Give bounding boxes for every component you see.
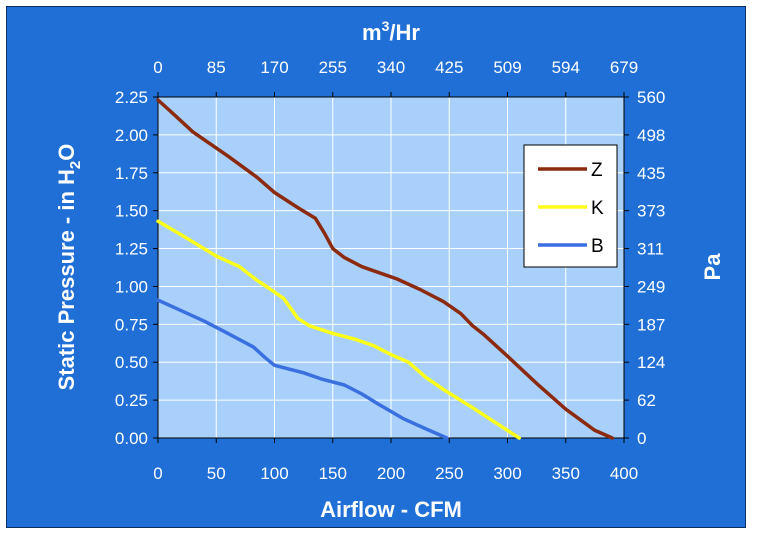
legend-label-k: K [591,198,604,219]
y-axis-title: Static Pressure - in H2O [54,144,84,391]
y2-tick-label: 187 [637,315,665,334]
series-line-b [156,298,449,440]
y-tick-labels: 0.00 0.25 0.50 0.75 1.00 1.25 1.50 1.75 2.00 2.25 [115,88,148,448]
x2-tick-label: 340 [377,58,405,77]
series-lines [156,98,615,440]
y-tick-label: 1.25 [115,240,148,259]
x-tick-label: 350 [552,464,580,483]
y2-tick-label: 62 [637,391,656,410]
y2-tick-label: 435 [637,164,665,183]
x2-axis-title: m3/Hr [362,18,420,45]
y-tick-label: 2.00 [115,126,148,145]
y2-tick-label: 498 [637,126,665,145]
legend-items: ZKB [538,160,604,257]
x-tick-label: 150 [319,464,347,483]
y-tick-label: 0.00 [115,429,148,448]
legend: ZKB [523,144,618,268]
x-tick-label: 0 [153,464,162,483]
x2-tick-label: 594 [552,58,580,77]
legend-label-b: B [591,236,604,257]
x2-tick-label: 85 [207,58,226,77]
x-axis-title: Airflow - CFM [320,497,462,522]
chart-frame: 0 50 100 150 200 250 300 350 400 0 85 170 255 340 425… [6,6,746,528]
y2-tick-label: 0 [637,429,646,448]
y-tick-label: 1.00 [115,277,148,296]
y2-tick-label: 124 [637,353,665,372]
y-tick-label: 0.50 [115,353,148,372]
y2-tick-label: 311 [637,240,664,259]
x2-tick-label: 509 [493,58,521,77]
x2-tick-label: 0 [153,58,162,77]
y-tick-label: 1.75 [115,164,148,183]
x-tick-label: 50 [207,464,226,483]
x2-tick-label: 255 [319,58,347,77]
x-tick-label: 250 [435,464,463,483]
y2-axis-title: Pa [700,253,725,281]
x2-tick-label: 425 [435,58,463,77]
y-tick-label: 0.25 [115,391,148,410]
x-tick-label: 400 [610,464,638,483]
y-tick-label: 2.25 [115,88,148,107]
x-tick-label: 200 [377,464,405,483]
x-tick-label: 100 [260,464,288,483]
y2-tick-labels: 0 62 124 187 249 311 373 435 498 560 [637,88,665,448]
x-tick-label: 300 [493,464,521,483]
x2-tick-label: 170 [260,58,288,77]
series-line-k [156,219,521,440]
x2-tick-label: 679 [610,58,638,77]
series-line-z [156,98,615,440]
legend-label-z: Z [591,160,603,181]
chart-svg: 0 50 100 150 200 250 300 350 400 0 85 170 255 340 425… [54,18,725,522]
x-tick-labels: 0 50 100 150 200 250 300 350 400 [153,464,638,483]
y-tick-label: 0.75 [115,315,148,334]
gridlines [153,92,629,443]
y2-tick-label: 373 [637,202,665,221]
y-tick-label: 1.50 [115,202,148,221]
y2-tick-label: 560 [637,88,665,107]
plot-border [157,96,625,439]
y2-tick-label: 249 [637,277,665,296]
x2-tick-labels: 0 85 170 255 340 425 509 594 679 [153,58,638,77]
